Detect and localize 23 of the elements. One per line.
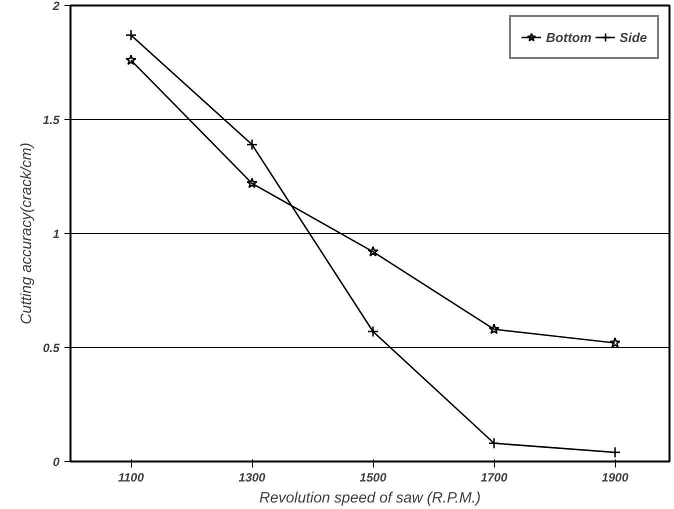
x-tick-label: 1500 [360,470,387,484]
x-tick-label: 1700 [480,470,508,484]
point [246,178,258,188]
point [367,326,379,338]
point [125,29,137,41]
y-tick-label: 1.5 [42,113,60,127]
point [488,438,500,450]
y-tick-label: 0.5 [42,341,60,355]
point [610,337,621,348]
x-axis-title: Revolution speed of saw (R.P.M.) [259,490,481,506]
x-tick-label: 1900 [602,470,629,484]
x-tick-label: 1100 [118,470,144,484]
point [368,246,379,257]
point [488,324,500,334]
point [126,54,137,66]
y-tick-label: 1 [52,227,60,241]
y-axis-title: Cutting accuracy(crack/cm) [18,142,35,324]
y-tick-label: 2 [52,0,60,13]
point [246,138,258,150]
legend-label: Bottom [546,30,592,44]
legend-label: Side [620,30,647,44]
y-tick-label: 0 [52,455,60,469]
x-tick-label: 1300 [238,470,266,484]
